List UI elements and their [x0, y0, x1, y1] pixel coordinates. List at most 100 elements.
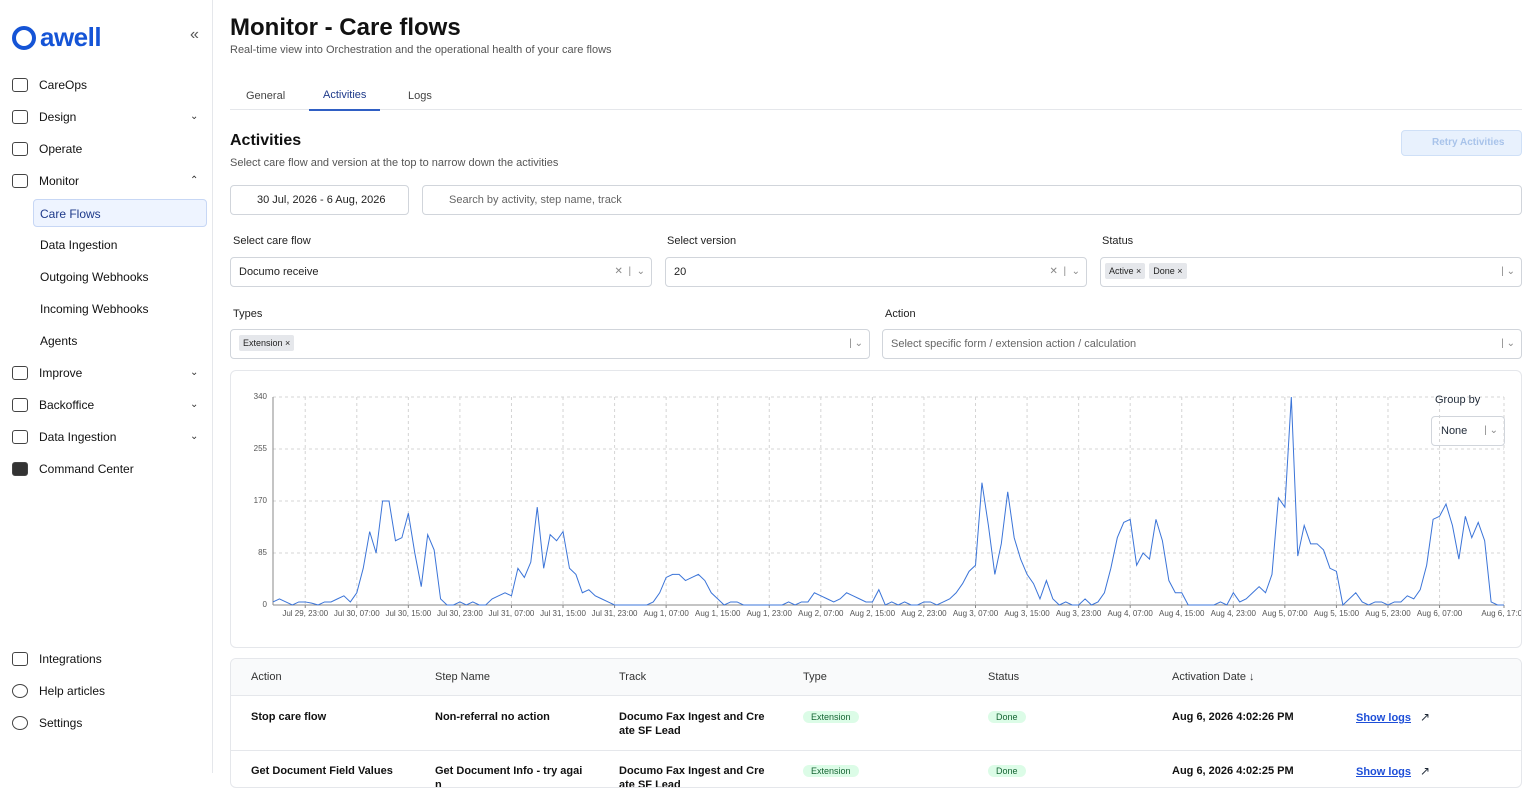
nav-label: Outgoing Webhooks [40, 270, 149, 284]
group-by-select[interactable]: None | ⌄ [1431, 416, 1505, 446]
version-select[interactable]: 20 ✕ | ⌄ [665, 257, 1087, 287]
date-picker[interactable]: 30 Jul, 2026 - 6 Aug, 2026 [230, 185, 409, 215]
table-cell: Aug 6, 2026 4:02:26 PM [1172, 711, 1294, 723]
nav-item[interactable]: Operate [0, 135, 213, 163]
sidebar: awell « CareOps Design ⌄ Operate Monitor ⌃… [0, 0, 213, 773]
search-input[interactable]: Search by activity, step name, track [422, 185, 1522, 215]
table-header: Action Step Name Track Type Status Activ… [231, 659, 1521, 696]
types-select[interactable]: Extension × | ⌄ [230, 329, 870, 359]
x-tick-label: Aug 3, 15:00 [1004, 609, 1050, 618]
x-tick-label: Aug 6, 07:00 [1417, 609, 1463, 618]
select-value: 20 [674, 266, 687, 278]
nav-item[interactable]: Settings [0, 709, 213, 737]
nav-subitem[interactable]: Agents [0, 327, 213, 355]
nav-label: Design [39, 110, 77, 124]
nav-subitem[interactable]: Incoming Webhooks [0, 295, 213, 323]
field-label: Status [1102, 235, 1134, 247]
chart-card: 0 85 170 255 340 Jul 29, 23:00 Jul 30, 07:00 Ju… [230, 370, 1522, 648]
status-select[interactable]: Active × Done × | ⌄ [1100, 257, 1522, 287]
nav-subitem[interactable]: Data Ingestion [0, 231, 213, 259]
nav-label: Agents [40, 334, 78, 348]
external-icon: ↗ [1420, 764, 1431, 778]
section-subtitle: Select care flow and version at the top … [230, 157, 559, 169]
action-select[interactable]: Select specific form / extension action … [882, 329, 1522, 359]
chart: 0 85 170 255 340 Jul 29, 23:00 Jul 30, 07:00 Ju… [254, 392, 1521, 618]
x-tick-label: Aug 5, 15:00 [1314, 609, 1360, 618]
nav-item[interactable]: Data Ingestion ⌄ [0, 423, 213, 451]
nav-item[interactable]: Backoffice ⌄ [0, 391, 213, 419]
table-cell: Aug 6, 2026 4:02:25 PM [1172, 765, 1294, 777]
nav-label: Integrations [39, 652, 102, 666]
type-pill: Extension [803, 711, 859, 723]
x-tick-label: Aug 2, 07:00 [798, 609, 844, 618]
table-row: Stop care flow Non-referral no action Docu… [231, 697, 1521, 751]
x-tick-label: Aug 3, 07:00 [953, 609, 999, 618]
care-flow-select[interactable]: Documo receive ✕ | ⌄ [230, 257, 652, 287]
nav-item[interactable]: Design ⌄ [0, 103, 213, 131]
field-label: Types [233, 308, 263, 320]
nav-item[interactable]: Integrations [0, 645, 213, 673]
chip[interactable]: Done × [1149, 263, 1187, 279]
show-logs-link[interactable]: Show logs [1356, 766, 1411, 778]
nav-item[interactable]: Improve ⌄ [0, 359, 213, 387]
nav-label: Settings [39, 716, 83, 730]
nav-label: Incoming Webhooks [40, 302, 149, 316]
nav-subitem[interactable]: Outgoing Webhooks [0, 263, 213, 291]
nav-item[interactable]: Monitor ⌃ [0, 167, 213, 195]
x-tick-label: Jul 31, 23:00 [592, 609, 638, 618]
placeholder: Search by activity, step name, track [449, 194, 622, 206]
tab[interactable]: Logs [408, 90, 432, 102]
nav-label: CareOps [39, 78, 88, 92]
logo: awell [12, 22, 102, 53]
x-tick-label: Aug 2, 23:00 [901, 609, 947, 618]
tab[interactable]: General [246, 90, 286, 102]
column-label: Activation Date [1172, 671, 1246, 683]
column-header: Track [619, 671, 647, 683]
chip[interactable]: Extension × [239, 335, 295, 351]
type-pill: Extension [803, 765, 859, 777]
x-tick-label: Jul 31, 15:00 [540, 609, 586, 618]
table-cell: Non-referral no action [435, 711, 550, 723]
nav-label: Command Center [39, 462, 134, 476]
nav-subitem[interactable]: Care Flows [33, 199, 207, 227]
tab[interactable]: Activities [309, 89, 381, 111]
section-title: Activities [230, 132, 302, 149]
status-pill: Done [988, 711, 1026, 723]
x-tick-label: Aug 5, 07:00 [1262, 609, 1308, 618]
tabs: General Activities Logs [230, 84, 1522, 111]
column-header[interactable]: Activation Date ↓ [1172, 671, 1255, 683]
chip[interactable]: Active × [1105, 263, 1146, 279]
nav-label: Data Ingestion [40, 238, 118, 252]
x-tick-label: Aug 1, 15:00 [695, 609, 741, 618]
nav-label: Improve [39, 366, 83, 380]
nav-label: Data Ingestion [39, 430, 117, 444]
x-tick-label: Aug 5, 23:00 [1365, 609, 1411, 618]
field-label: Action [885, 308, 916, 320]
x-tick-label: Jul 30, 23:00 [437, 609, 483, 618]
field-label: Select care flow [233, 235, 311, 247]
nav-label: Backoffice [39, 398, 95, 412]
nav-item[interactable]: Command Center [0, 455, 213, 483]
nav-label: Care Flows [40, 207, 101, 221]
column-header: Type [803, 671, 827, 683]
activities-table: Action Step Name Track Type Status Activ… [230, 658, 1522, 788]
table-cell: Documo Fax Ingest and Create SF Lead [619, 711, 765, 737]
nav-label: Operate [39, 142, 83, 156]
column-header: Step Name [435, 671, 491, 683]
collapse-button[interactable]: « [190, 26, 199, 43]
chip-label: Done [1153, 266, 1175, 276]
nav-item[interactable]: Help articles [0, 677, 213, 705]
logo-text: awell [40, 22, 102, 52]
chip-label: Active [1109, 266, 1134, 276]
nav-item[interactable]: CareOps [0, 71, 213, 99]
table-cell: Documo Fax Ingest and Create SF Lead [619, 765, 765, 788]
external-icon: ↗ [1420, 710, 1431, 724]
show-logs-link[interactable]: Show logs [1356, 712, 1411, 724]
page-subtitle: Real-time view into Orchestration and th… [230, 44, 612, 56]
field-label: Select version [667, 235, 737, 247]
retry-button[interactable]: Retry Activities [1401, 130, 1522, 156]
y-tick-label: 255 [254, 444, 268, 453]
y-tick-label: 340 [254, 392, 268, 401]
chip-label: Extension [243, 338, 283, 348]
table-row: Get Document Field Values Get Document In… [231, 751, 1521, 788]
